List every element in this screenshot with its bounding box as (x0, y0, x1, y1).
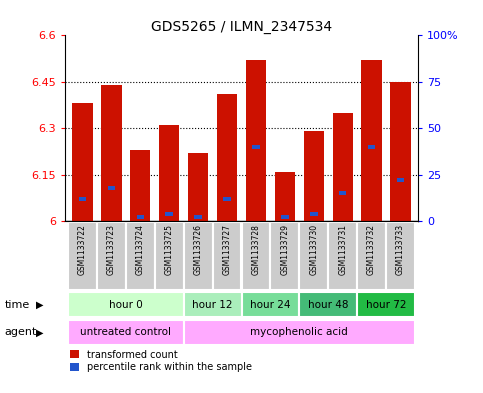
Text: hour 72: hour 72 (366, 299, 406, 310)
FancyBboxPatch shape (213, 222, 242, 290)
Text: ▶: ▶ (36, 327, 44, 338)
FancyBboxPatch shape (155, 222, 184, 290)
Bar (165, 211, 173, 216)
Bar (101, 85, 122, 221)
Text: GSM1133722: GSM1133722 (78, 224, 87, 275)
Text: GSM1133727: GSM1133727 (223, 224, 231, 275)
Text: GSM1133723: GSM1133723 (107, 224, 116, 275)
Title: GDS5265 / ILMN_2347534: GDS5265 / ILMN_2347534 (151, 20, 332, 34)
FancyBboxPatch shape (299, 222, 328, 290)
Bar (79, 197, 86, 201)
Bar (223, 197, 231, 201)
Text: hour 12: hour 12 (192, 299, 233, 310)
Text: GSM1133730: GSM1133730 (309, 224, 318, 275)
Bar (304, 131, 324, 221)
Bar (252, 145, 260, 149)
Text: GSM1133732: GSM1133732 (367, 224, 376, 275)
Bar (217, 94, 237, 221)
Text: GSM1133724: GSM1133724 (136, 224, 145, 275)
FancyBboxPatch shape (68, 320, 184, 345)
Bar (361, 60, 382, 221)
Legend: transformed count, percentile rank within the sample: transformed count, percentile rank withi… (70, 349, 252, 373)
FancyBboxPatch shape (184, 222, 213, 290)
Bar (108, 185, 115, 190)
FancyBboxPatch shape (357, 222, 386, 290)
Bar (137, 215, 144, 219)
Text: GSM1133733: GSM1133733 (396, 224, 405, 275)
Bar (130, 150, 151, 221)
Text: GSM1133731: GSM1133731 (338, 224, 347, 275)
FancyBboxPatch shape (242, 292, 299, 318)
Bar (275, 171, 295, 221)
FancyBboxPatch shape (68, 292, 184, 318)
Bar (159, 125, 179, 221)
Bar (310, 211, 318, 216)
FancyBboxPatch shape (68, 222, 97, 290)
FancyBboxPatch shape (184, 320, 415, 345)
Text: mycophenolic acid: mycophenolic acid (250, 327, 348, 338)
Bar (339, 191, 346, 195)
Text: GSM1133726: GSM1133726 (194, 224, 203, 275)
FancyBboxPatch shape (328, 222, 357, 290)
Bar (194, 215, 202, 219)
Text: time: time (5, 299, 30, 310)
Text: hour 0: hour 0 (109, 299, 143, 310)
Bar (332, 113, 353, 221)
FancyBboxPatch shape (357, 292, 415, 318)
Text: agent: agent (5, 327, 37, 338)
Text: GSM1133725: GSM1133725 (165, 224, 174, 275)
FancyBboxPatch shape (97, 222, 126, 290)
Text: GSM1133728: GSM1133728 (252, 224, 260, 275)
Bar (390, 82, 411, 221)
FancyBboxPatch shape (126, 222, 155, 290)
Bar (281, 215, 289, 219)
Text: untreated control: untreated control (80, 327, 171, 338)
Text: hour 24: hour 24 (250, 299, 291, 310)
Bar (246, 60, 266, 221)
FancyBboxPatch shape (299, 292, 357, 318)
Text: ▶: ▶ (36, 299, 44, 310)
FancyBboxPatch shape (386, 222, 415, 290)
FancyBboxPatch shape (270, 222, 299, 290)
Bar (368, 145, 375, 149)
Text: GSM1133729: GSM1133729 (280, 224, 289, 275)
Text: hour 48: hour 48 (308, 299, 348, 310)
FancyBboxPatch shape (184, 292, 242, 318)
Bar (72, 103, 93, 221)
FancyBboxPatch shape (242, 222, 270, 290)
Bar (188, 153, 208, 221)
Bar (397, 178, 404, 182)
